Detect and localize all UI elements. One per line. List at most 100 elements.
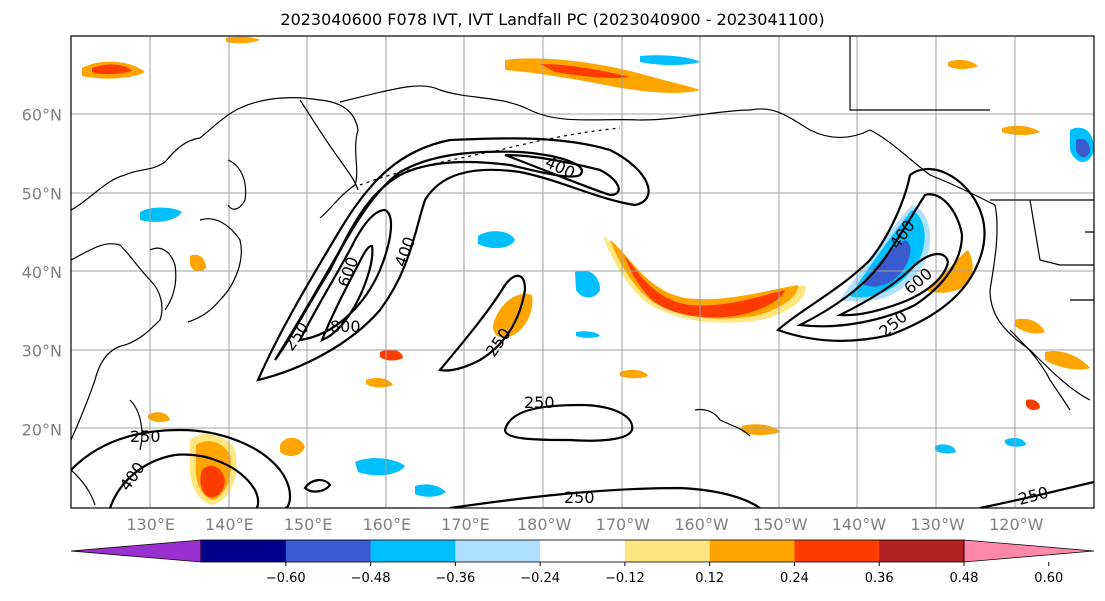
- colorbar-extend-low: [70, 539, 202, 563]
- contour-label-250-south: 250: [524, 393, 555, 412]
- colorbar-tick-label: 0.60: [1034, 571, 1063, 586]
- colorbar-tick-label: 0.36: [865, 571, 894, 586]
- coast-asia-north: [71, 97, 359, 219]
- coast-china: [71, 243, 163, 441]
- pc-blob-orange-3: [742, 424, 780, 435]
- colorbar-tick-label: 0.24: [780, 571, 809, 586]
- coast-kamchatka: [299, 99, 359, 191]
- coast-alaska: [339, 85, 871, 139]
- pc-blob-orange-8: [226, 36, 260, 44]
- pc-blob-blue-5: [415, 484, 446, 497]
- coast-philippines: [71, 469, 96, 506]
- contour-250-bottom: [449, 486, 761, 508]
- lon-label: 120°W: [989, 515, 1044, 534]
- pc-blob-orange-11: [148, 412, 170, 423]
- colorbar-segment: [285, 540, 372, 562]
- contour-250-south: [503, 403, 634, 442]
- colorbar-tick-label: −0.36: [435, 571, 475, 586]
- border-states-1: [1029, 199, 1094, 266]
- ivt-contours: [71, 137, 1094, 508]
- colorbar-extend-high: [963, 539, 1095, 563]
- colorbar-tick-label: 0.48: [950, 571, 979, 586]
- graticule: [71, 36, 1094, 508]
- map-frame: [70, 35, 1095, 509]
- colorbar-tick-label: −0.24: [520, 571, 560, 586]
- colorbar-border: [200, 539, 965, 563]
- pc-blob-orange-2: [620, 369, 648, 379]
- border-alaska-canada: [849, 36, 990, 111]
- contour-600-east: [835, 253, 950, 317]
- pc-blob-blue-9: [935, 444, 956, 454]
- colorbar-tick-label: −0.60: [266, 571, 306, 586]
- contour-250-west: [256, 137, 650, 382]
- contour-400-sw: [108, 453, 260, 508]
- lat-label: 20°N: [22, 420, 62, 439]
- pc-blob-blue-4: [355, 458, 405, 476]
- contour-400-hook: [504, 153, 620, 197]
- contour-250-central: [437, 274, 527, 372]
- contour-label-250-sw: 250: [130, 427, 161, 446]
- lon-label: 130°E: [126, 515, 175, 534]
- lat-label: 60°N: [22, 106, 62, 125]
- pc-sw-red: [200, 465, 225, 498]
- pc-bering-blue: [640, 55, 700, 65]
- contour-label-250-bottom: 250: [564, 488, 595, 507]
- colorbar-tick-label: −0.12: [605, 571, 645, 586]
- coast-japan: [187, 218, 242, 323]
- border-states-3: [1085, 231, 1094, 265]
- colorbar-tick-label: −0.48: [351, 571, 391, 586]
- lon-label: 140°W: [832, 515, 887, 534]
- contour-600-west: [298, 208, 393, 342]
- lon-label: 160°E: [362, 515, 411, 534]
- longitude-labels: 130°E 140°E 150°E 160°E 170°E 180°W 170°W 160°W…: [126, 515, 1043, 534]
- lon-label: 140°E: [205, 515, 254, 534]
- pc-band-red: [625, 256, 785, 318]
- pc-blob-red-2: [1026, 399, 1040, 411]
- lat-label: 50°N: [22, 184, 62, 203]
- pc-bering-red: [540, 64, 630, 79]
- coast-baja: [1009, 329, 1071, 411]
- contour-label-800-west: 800: [330, 317, 361, 336]
- lon-label: 160°W: [674, 515, 729, 534]
- pc-blob-orange-5: [948, 59, 978, 69]
- lon-label: 150°E: [284, 515, 333, 534]
- pc-blob-orange-6: [1015, 318, 1045, 334]
- colorbar: −0.60 −0.48 −0.36 −0.24 −0.12 0.12 0.24 0.36 0.4…: [70, 539, 1095, 586]
- coastlines: [71, 36, 1094, 506]
- contour-800-west: [320, 244, 374, 342]
- lon-label: 170°W: [596, 515, 651, 534]
- pc-blob-orange-9: [190, 254, 206, 272]
- pc-blue-dark: [862, 240, 911, 287]
- map-title: 2023040600 F078 IVT, IVT Landfall PC (20…: [280, 10, 825, 29]
- coast-korea: [149, 247, 177, 311]
- pc-blob-orange-4: [1002, 125, 1040, 135]
- colorbar-segment: [794, 540, 880, 562]
- contour-250-sw: [71, 428, 292, 508]
- contour-250-east: [775, 167, 986, 342]
- colorbar-tick-label: 0.12: [695, 571, 724, 586]
- pc-nw-red: [92, 64, 132, 75]
- pc-blob-blue-1: [478, 231, 515, 249]
- coast-taiwan: [129, 399, 143, 451]
- colorbar-segment: [709, 540, 795, 562]
- coast-hokkaido: [227, 159, 247, 210]
- contour-400-west: [274, 150, 583, 361]
- colorbar-segment: [879, 540, 965, 562]
- pc-blob-blue-10: [576, 331, 600, 338]
- coast-hawaii: [694, 408, 751, 437]
- pc-blob-blue-2: [575, 270, 600, 298]
- pc-blob-orange-7: [1045, 350, 1090, 370]
- contour-250-sw-loop: [303, 479, 332, 493]
- lat-label: 30°N: [22, 342, 62, 361]
- colorbar-segment: [624, 540, 711, 562]
- colorbar-segment: [201, 540, 287, 562]
- contour-400-east: [796, 193, 964, 328]
- colorbar-segment: [455, 540, 541, 562]
- pc-blob-orange-1: [280, 437, 305, 457]
- lon-label: 150°W: [753, 515, 808, 534]
- lon-label: 180°W: [517, 515, 572, 534]
- coast-north-america: [869, 129, 1091, 401]
- lon-label: 130°W: [910, 515, 965, 534]
- latitude-labels: 60°N 50°N 40°N 30°N 20°N: [22, 106, 62, 440]
- pc-blob-blue-7: [1076, 138, 1090, 158]
